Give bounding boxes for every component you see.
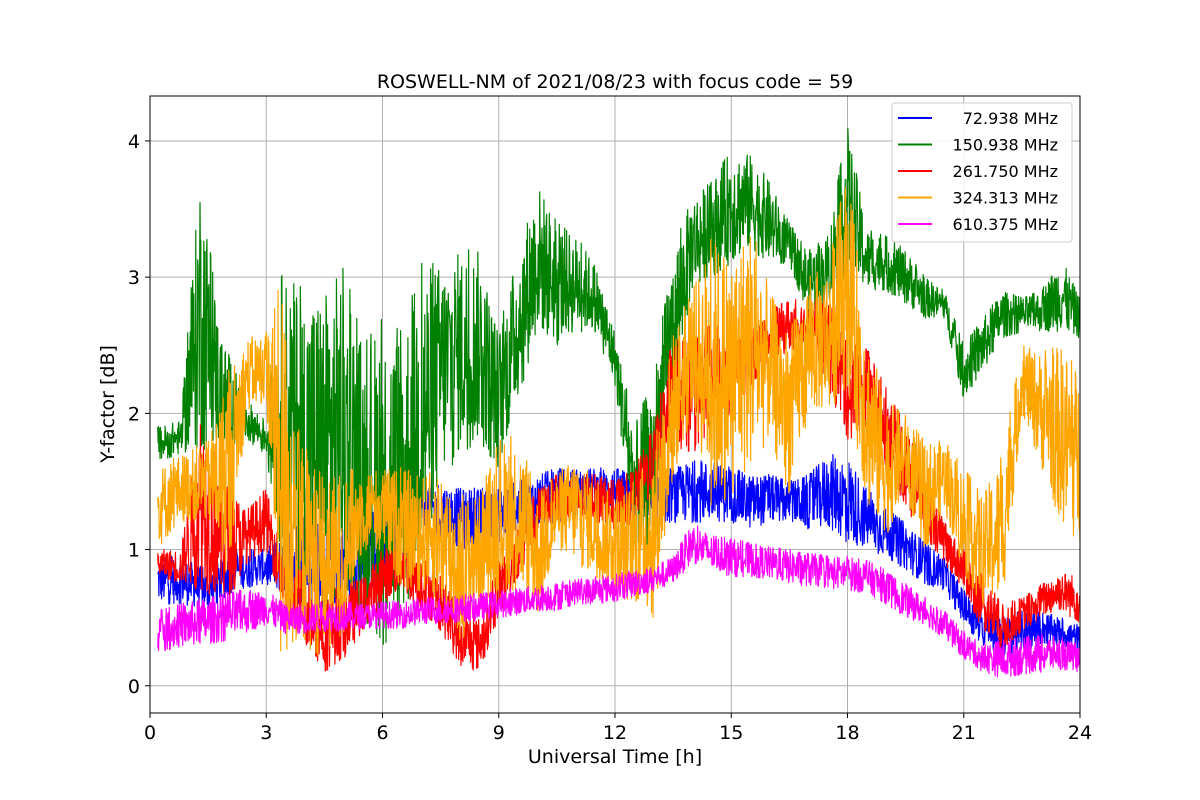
legend-label-2: 150.938 MHz <box>953 136 1058 155</box>
x-tick-label: 9 <box>493 722 505 744</box>
x-tick-label: 18 <box>835 722 859 744</box>
y-tick-label: 1 <box>128 540 140 562</box>
legend-box <box>891 102 1073 243</box>
series-line-2 <box>157 128 1080 645</box>
x-tick-label: 24 <box>1068 722 1092 744</box>
legend-label-1: 72.938 MHz <box>963 109 1058 128</box>
x-tick-label: 15 <box>719 722 743 744</box>
legend-label-5: 610.375 MHz <box>953 215 1058 234</box>
x-tick-label: 0 <box>144 722 156 744</box>
x-tick-label: 12 <box>603 722 627 744</box>
series-line-4 <box>157 187 1080 656</box>
x-axis-label: Universal Time [h] <box>528 746 702 768</box>
legend: 72.938 MHz 150.938 MHz 261.750 MHz 324.313 … <box>891 102 1073 243</box>
y-tick-label: 2 <box>128 403 140 425</box>
chart-title: ROSWELL-NM of 2021/08/23 with focus code… <box>377 71 853 93</box>
series-lines <box>157 128 1080 678</box>
y-tick-label: 4 <box>128 131 140 153</box>
y-tick-label: 0 <box>128 676 140 698</box>
y-axis-label: Y-factor [dB] <box>97 345 119 464</box>
y-tick-label: 3 <box>128 267 140 289</box>
x-tick-label: 3 <box>260 722 272 744</box>
series-line-5 <box>157 525 1080 678</box>
x-tick-label: 21 <box>952 722 976 744</box>
legend-label-4: 324.313 MHz <box>953 189 1058 208</box>
x-tick-label: 6 <box>376 722 388 744</box>
legend-label-3: 261.750 MHz <box>953 162 1058 181</box>
